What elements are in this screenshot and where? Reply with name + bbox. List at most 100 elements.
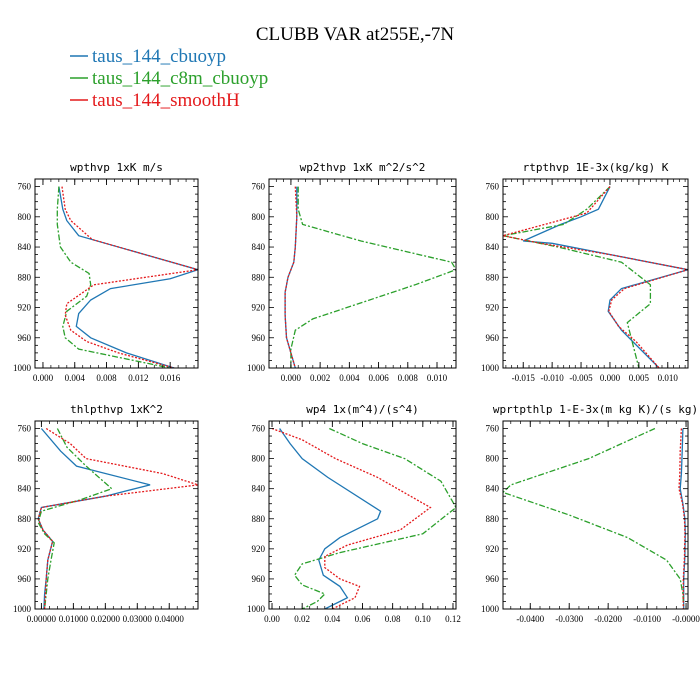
plot-frame — [502, 420, 689, 610]
y-tick-label: 760 — [18, 182, 32, 192]
series-group — [503, 427, 686, 609]
series-line-taus_144_smoothH — [271, 427, 432, 609]
x-tick-label: 0.04 — [324, 614, 340, 624]
y-tick-label: 840 — [252, 242, 266, 252]
series-line-taus_144_cbuoyp — [279, 428, 382, 609]
y-tick-label: 960 — [486, 574, 500, 584]
x-tick-label: 0.005 — [629, 373, 650, 383]
series-line-taus_144_c8m_cbuoyp — [293, 427, 456, 609]
x-tick-label: 0.004 — [65, 373, 86, 383]
x-tick-label: 0.12 — [445, 614, 461, 624]
series-line-taus_144_c8m_cbuoyp — [37, 428, 113, 609]
series-line-taus_144_c8m_cbuoyp — [56, 186, 171, 368]
plot-frame — [34, 420, 199, 610]
y-tick-label: 880 — [18, 514, 32, 524]
y-tick-label: 960 — [18, 574, 32, 584]
legend-item: taus_144_c8m_cbuoyp — [70, 68, 268, 89]
x-tick-label: 0.010 — [427, 373, 448, 383]
y-tick-label: 800 — [486, 454, 500, 464]
series-group — [56, 186, 198, 368]
y-tick-label: 800 — [252, 212, 266, 222]
panel-title: rtpthvp 1E-3x(kg/kg) K — [523, 161, 669, 174]
x-tick-label: 0.006 — [368, 373, 389, 383]
x-tick-label: 0.008 — [398, 373, 419, 383]
chart-panel: rtpthvp 1E-3x(kg/kg) K 760 800 840 880 920 960… — [481, 161, 689, 383]
y-tick-label: 920 — [18, 544, 32, 554]
y-tick-label: 760 — [486, 182, 500, 192]
x-tick-label: 0.08 — [385, 614, 401, 624]
panel-title: wp2thvp 1xK m^2/s^2 — [300, 161, 426, 174]
series-line-taus_144_smoothH — [503, 186, 688, 368]
x-tick-label: 0.016 — [160, 373, 181, 383]
series-line-taus_144_smoothH — [678, 428, 686, 609]
y-tick-label: 760 — [18, 424, 32, 434]
x-tick-label: 0.010 — [658, 373, 679, 383]
x-tick-label: 0.000 — [33, 373, 54, 383]
series-group — [503, 186, 688, 368]
x-tick-label: -0.015 — [512, 373, 536, 383]
chart-panel: wp4 1x(m^4)/(s^4)76080084088092096010000… — [247, 403, 461, 624]
y-tick-label: 920 — [486, 544, 500, 554]
series-line-taus_144_cbuoyp — [58, 186, 198, 368]
x-tick-label: 0.008 — [96, 373, 117, 383]
panel-title: wprtpthlp 1-E-3x(m kg K)/(s kg) — [493, 403, 698, 416]
y-tick-label: 1000 — [481, 363, 500, 373]
series-line-taus_144_cbuoyp — [284, 186, 298, 368]
plot-frame — [268, 178, 457, 369]
x-tick-label: 0.00 — [264, 614, 280, 624]
y-tick-label: 920 — [252, 544, 266, 554]
plot-frame — [268, 420, 457, 610]
y-tick-label: 960 — [18, 333, 32, 343]
y-tick-label: 960 — [486, 333, 500, 343]
panels: wpthvp 1xK m/s76080084088092096010000.00… — [13, 161, 700, 624]
x-tick-label: 0.012 — [128, 373, 148, 383]
y-tick-label: 920 — [486, 303, 500, 313]
y-tick-label: 960 — [252, 574, 266, 584]
chart-panel: thlpthvp 1xK^2 760 800 840 880 920 960 10000.00… — [13, 403, 199, 624]
chart-panel: wprtpthlp 1-E-3x(m kg K)/(s kg) 760 800 840… — [481, 403, 700, 624]
series-line-taus_144_smoothH — [61, 186, 198, 368]
x-tick-label: -0.0000 — [672, 614, 700, 624]
series-group — [284, 186, 456, 368]
series-group — [37, 427, 198, 609]
x-tick-label: 0.000 — [281, 373, 302, 383]
panel-title: wpthvp 1xK m/s — [70, 161, 163, 174]
legend: taus_144_cbuoyp taus_144_c8m_cbuoyp taus… — [70, 46, 268, 111]
y-tick-label: 800 — [18, 212, 32, 222]
y-tick-label: 920 — [18, 303, 32, 313]
x-tick-label: 0.01000 — [59, 614, 89, 624]
y-tick-label: 920 — [252, 303, 266, 313]
x-tick-label: 0.06 — [355, 614, 371, 624]
y-tick-label: 840 — [486, 484, 500, 494]
x-tick-label: 0.03000 — [123, 614, 153, 624]
x-tick-label: 0.02000 — [91, 614, 121, 624]
x-tick-label: 0.10 — [415, 614, 431, 624]
y-tick-label: 800 — [252, 454, 266, 464]
series-line-taus_144_c8m_cbuoyp — [503, 186, 652, 368]
y-tick-label: 800 — [18, 454, 32, 464]
plot-frame — [34, 178, 199, 369]
y-tick-label: 880 — [486, 272, 500, 282]
x-tick-label: 0.004 — [339, 373, 360, 383]
legend-item: taus_144_cbuoyp — [70, 46, 226, 67]
y-tick-label: 760 — [486, 424, 500, 434]
chart-panel: wp2thvp 1xK m^2/s^2 760 800 840 880 920 960 100… — [247, 161, 457, 383]
y-tick-label: 840 — [252, 484, 266, 494]
y-tick-label: 880 — [252, 514, 266, 524]
x-tick-label: 0.02 — [294, 614, 310, 624]
y-tick-label: 1000 — [13, 604, 32, 614]
series-group — [271, 427, 456, 609]
x-tick-label: -0.0300 — [555, 614, 583, 624]
panel-title: thlpthvp 1xK^2 — [70, 403, 163, 416]
panel-title: wp4 1x(m^4)/(s^4) — [306, 403, 419, 416]
y-tick-label: 840 — [18, 484, 32, 494]
figure-title: CLUBB VAR at255E,-7N — [256, 24, 455, 45]
y-tick-label: 880 — [18, 272, 32, 282]
legend-label: taus_144_c8m_cbuoyp — [92, 68, 268, 89]
y-tick-label: 760 — [252, 182, 266, 192]
y-tick-label: 760 — [252, 424, 266, 434]
y-tick-label: 1000 — [13, 363, 32, 373]
y-tick-label: 1000 — [247, 363, 266, 373]
y-tick-label: 800 — [486, 212, 500, 222]
